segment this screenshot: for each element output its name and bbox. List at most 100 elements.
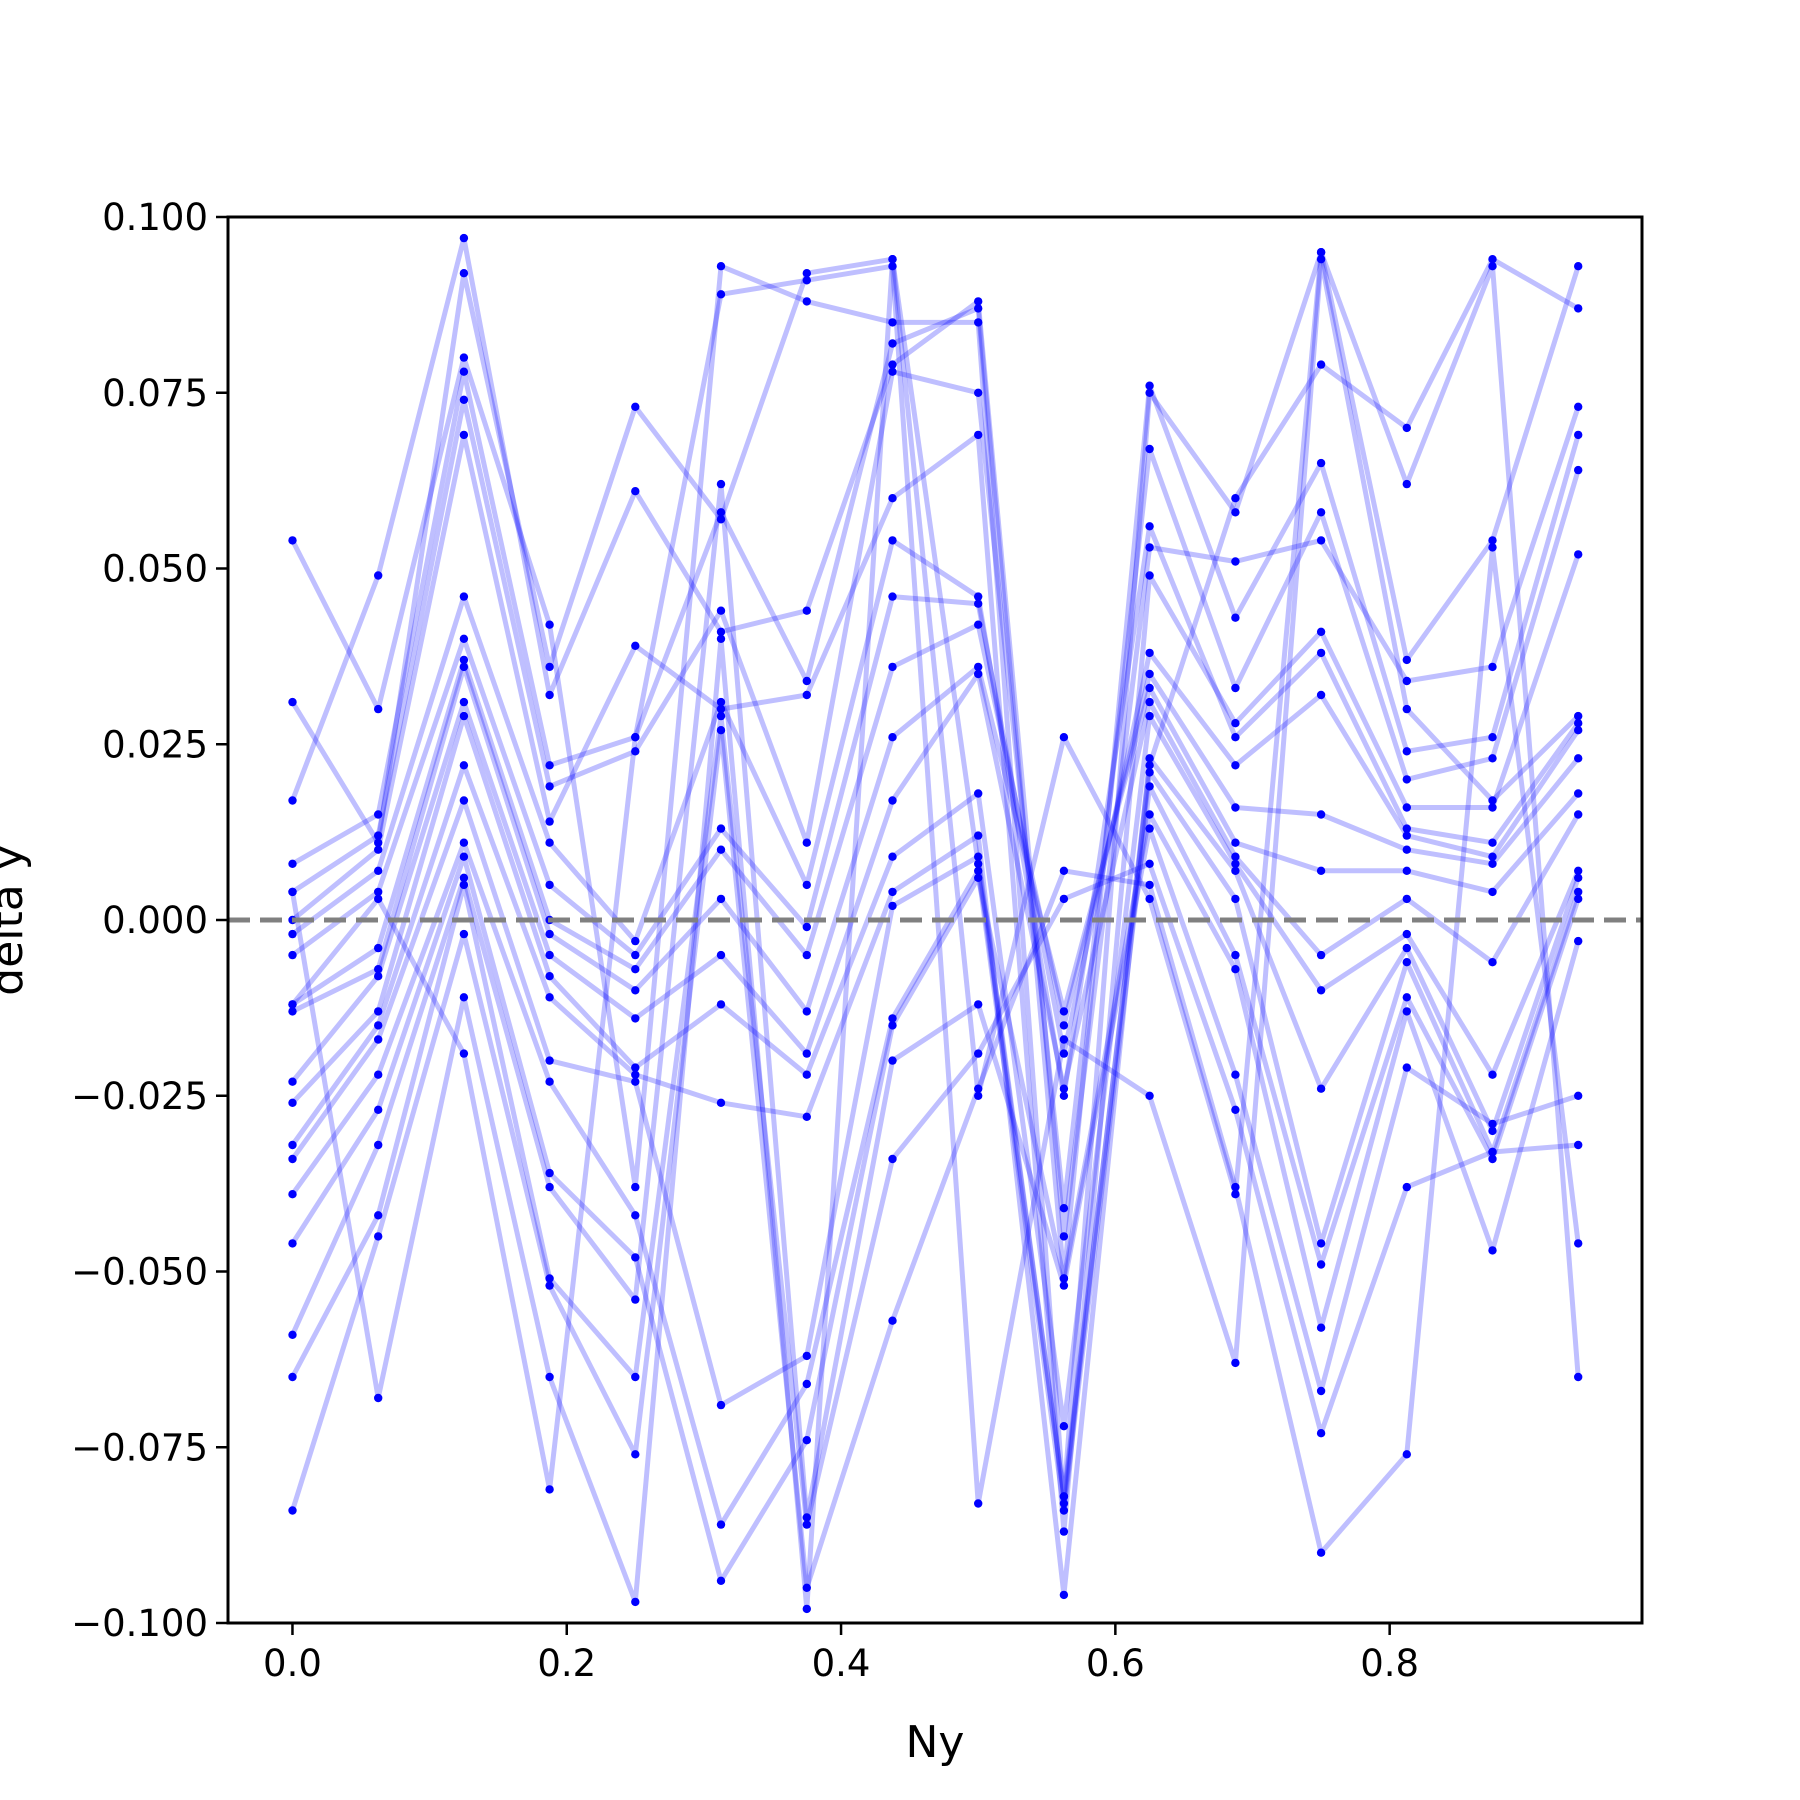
y-tick-label: −0.075 xyxy=(71,1426,208,1469)
data-point xyxy=(1402,993,1412,1002)
y-tick-label: 0.075 xyxy=(102,372,208,415)
series-line xyxy=(290,783,1581,1528)
data-point xyxy=(1059,866,1069,875)
data-point xyxy=(1488,852,1497,861)
data-point xyxy=(459,395,469,404)
series-line xyxy=(290,256,1580,1506)
data-point xyxy=(288,1239,297,1248)
data-point xyxy=(1574,873,1583,882)
data-point xyxy=(1231,683,1240,693)
data-point xyxy=(288,796,297,805)
data-point xyxy=(1231,838,1240,847)
series-14 xyxy=(288,768,1583,1501)
data-point xyxy=(888,901,897,911)
data-point xyxy=(545,880,554,890)
data-point xyxy=(802,1520,811,1529)
data-point xyxy=(1402,824,1412,833)
data-point xyxy=(974,318,983,327)
data-point xyxy=(1402,1450,1412,1459)
data-point xyxy=(1145,444,1154,454)
data-point xyxy=(631,733,640,742)
data-point xyxy=(1059,1021,1069,1030)
y-tick-label: 0.100 xyxy=(102,196,208,239)
data-point xyxy=(1145,543,1154,552)
data-point xyxy=(716,824,726,833)
data-point xyxy=(631,965,640,974)
data-point xyxy=(1231,950,1240,960)
data-point xyxy=(288,950,297,960)
data-point xyxy=(974,662,983,672)
data-point xyxy=(802,1379,811,1389)
data-point xyxy=(888,887,897,897)
data-point xyxy=(888,494,897,503)
data-point xyxy=(631,1077,640,1086)
data-point xyxy=(288,929,297,939)
data-point xyxy=(974,1084,983,1093)
data-point xyxy=(888,1056,897,1065)
data-point xyxy=(1145,894,1154,904)
data-point xyxy=(631,1450,640,1459)
data-point xyxy=(374,1007,383,1016)
series-layer xyxy=(288,233,1583,1614)
data-point xyxy=(1402,958,1412,967)
data-point xyxy=(974,859,983,868)
data-point xyxy=(1402,676,1412,686)
data-point xyxy=(1059,1422,1069,1431)
data-point xyxy=(374,1211,383,1220)
data-point xyxy=(888,1154,897,1164)
data-point xyxy=(802,1351,811,1361)
data-point xyxy=(459,430,469,440)
data-point xyxy=(716,726,726,735)
data-point xyxy=(802,922,811,932)
data-point xyxy=(288,1372,297,1382)
series-line xyxy=(291,369,1581,1211)
data-point xyxy=(1574,1239,1583,1248)
data-point xyxy=(288,1007,297,1016)
data-point xyxy=(802,676,811,686)
data-point xyxy=(1316,810,1326,819)
data-point xyxy=(545,620,554,629)
y-axis-label: delta y xyxy=(0,844,33,995)
data-point xyxy=(716,1400,726,1410)
data-point xyxy=(1402,1182,1412,1192)
y-tick-label: 0.050 xyxy=(102,548,208,591)
data-point xyxy=(1316,866,1326,875)
x-tick-label: 0.0 xyxy=(263,1642,322,1685)
data-point xyxy=(1488,1119,1497,1129)
data-point xyxy=(374,1393,383,1403)
data-point xyxy=(631,986,640,995)
data-point xyxy=(631,1295,640,1304)
data-point xyxy=(1574,430,1583,440)
data-point xyxy=(288,1077,297,1086)
data-point xyxy=(1402,929,1412,939)
series-3 xyxy=(288,233,1583,1241)
data-point xyxy=(1488,1246,1497,1255)
data-point xyxy=(974,620,983,629)
data-point xyxy=(1402,1063,1412,1072)
data-point xyxy=(545,662,554,672)
data-point xyxy=(374,838,383,847)
series-line xyxy=(290,755,1581,1598)
data-point xyxy=(631,1253,640,1262)
data-point xyxy=(459,697,469,707)
data-point xyxy=(631,641,640,650)
data-point xyxy=(802,1604,811,1614)
data-point xyxy=(545,817,554,826)
data-point xyxy=(288,1154,297,1164)
data-point xyxy=(1231,508,1240,517)
data-point xyxy=(1488,838,1497,847)
data-point xyxy=(974,831,983,840)
data-point xyxy=(545,1485,554,1494)
data-point xyxy=(716,1520,726,1529)
data-point xyxy=(974,1049,983,1058)
data-point xyxy=(1402,1007,1412,1016)
data-point xyxy=(1488,662,1497,672)
data-point xyxy=(1402,866,1412,875)
data-point xyxy=(1488,262,1497,271)
data-point xyxy=(1488,796,1497,805)
data-point xyxy=(1574,465,1583,475)
data-point xyxy=(974,388,983,397)
data-point xyxy=(288,1000,297,1009)
data-point xyxy=(974,873,983,882)
data-point xyxy=(1402,803,1412,812)
